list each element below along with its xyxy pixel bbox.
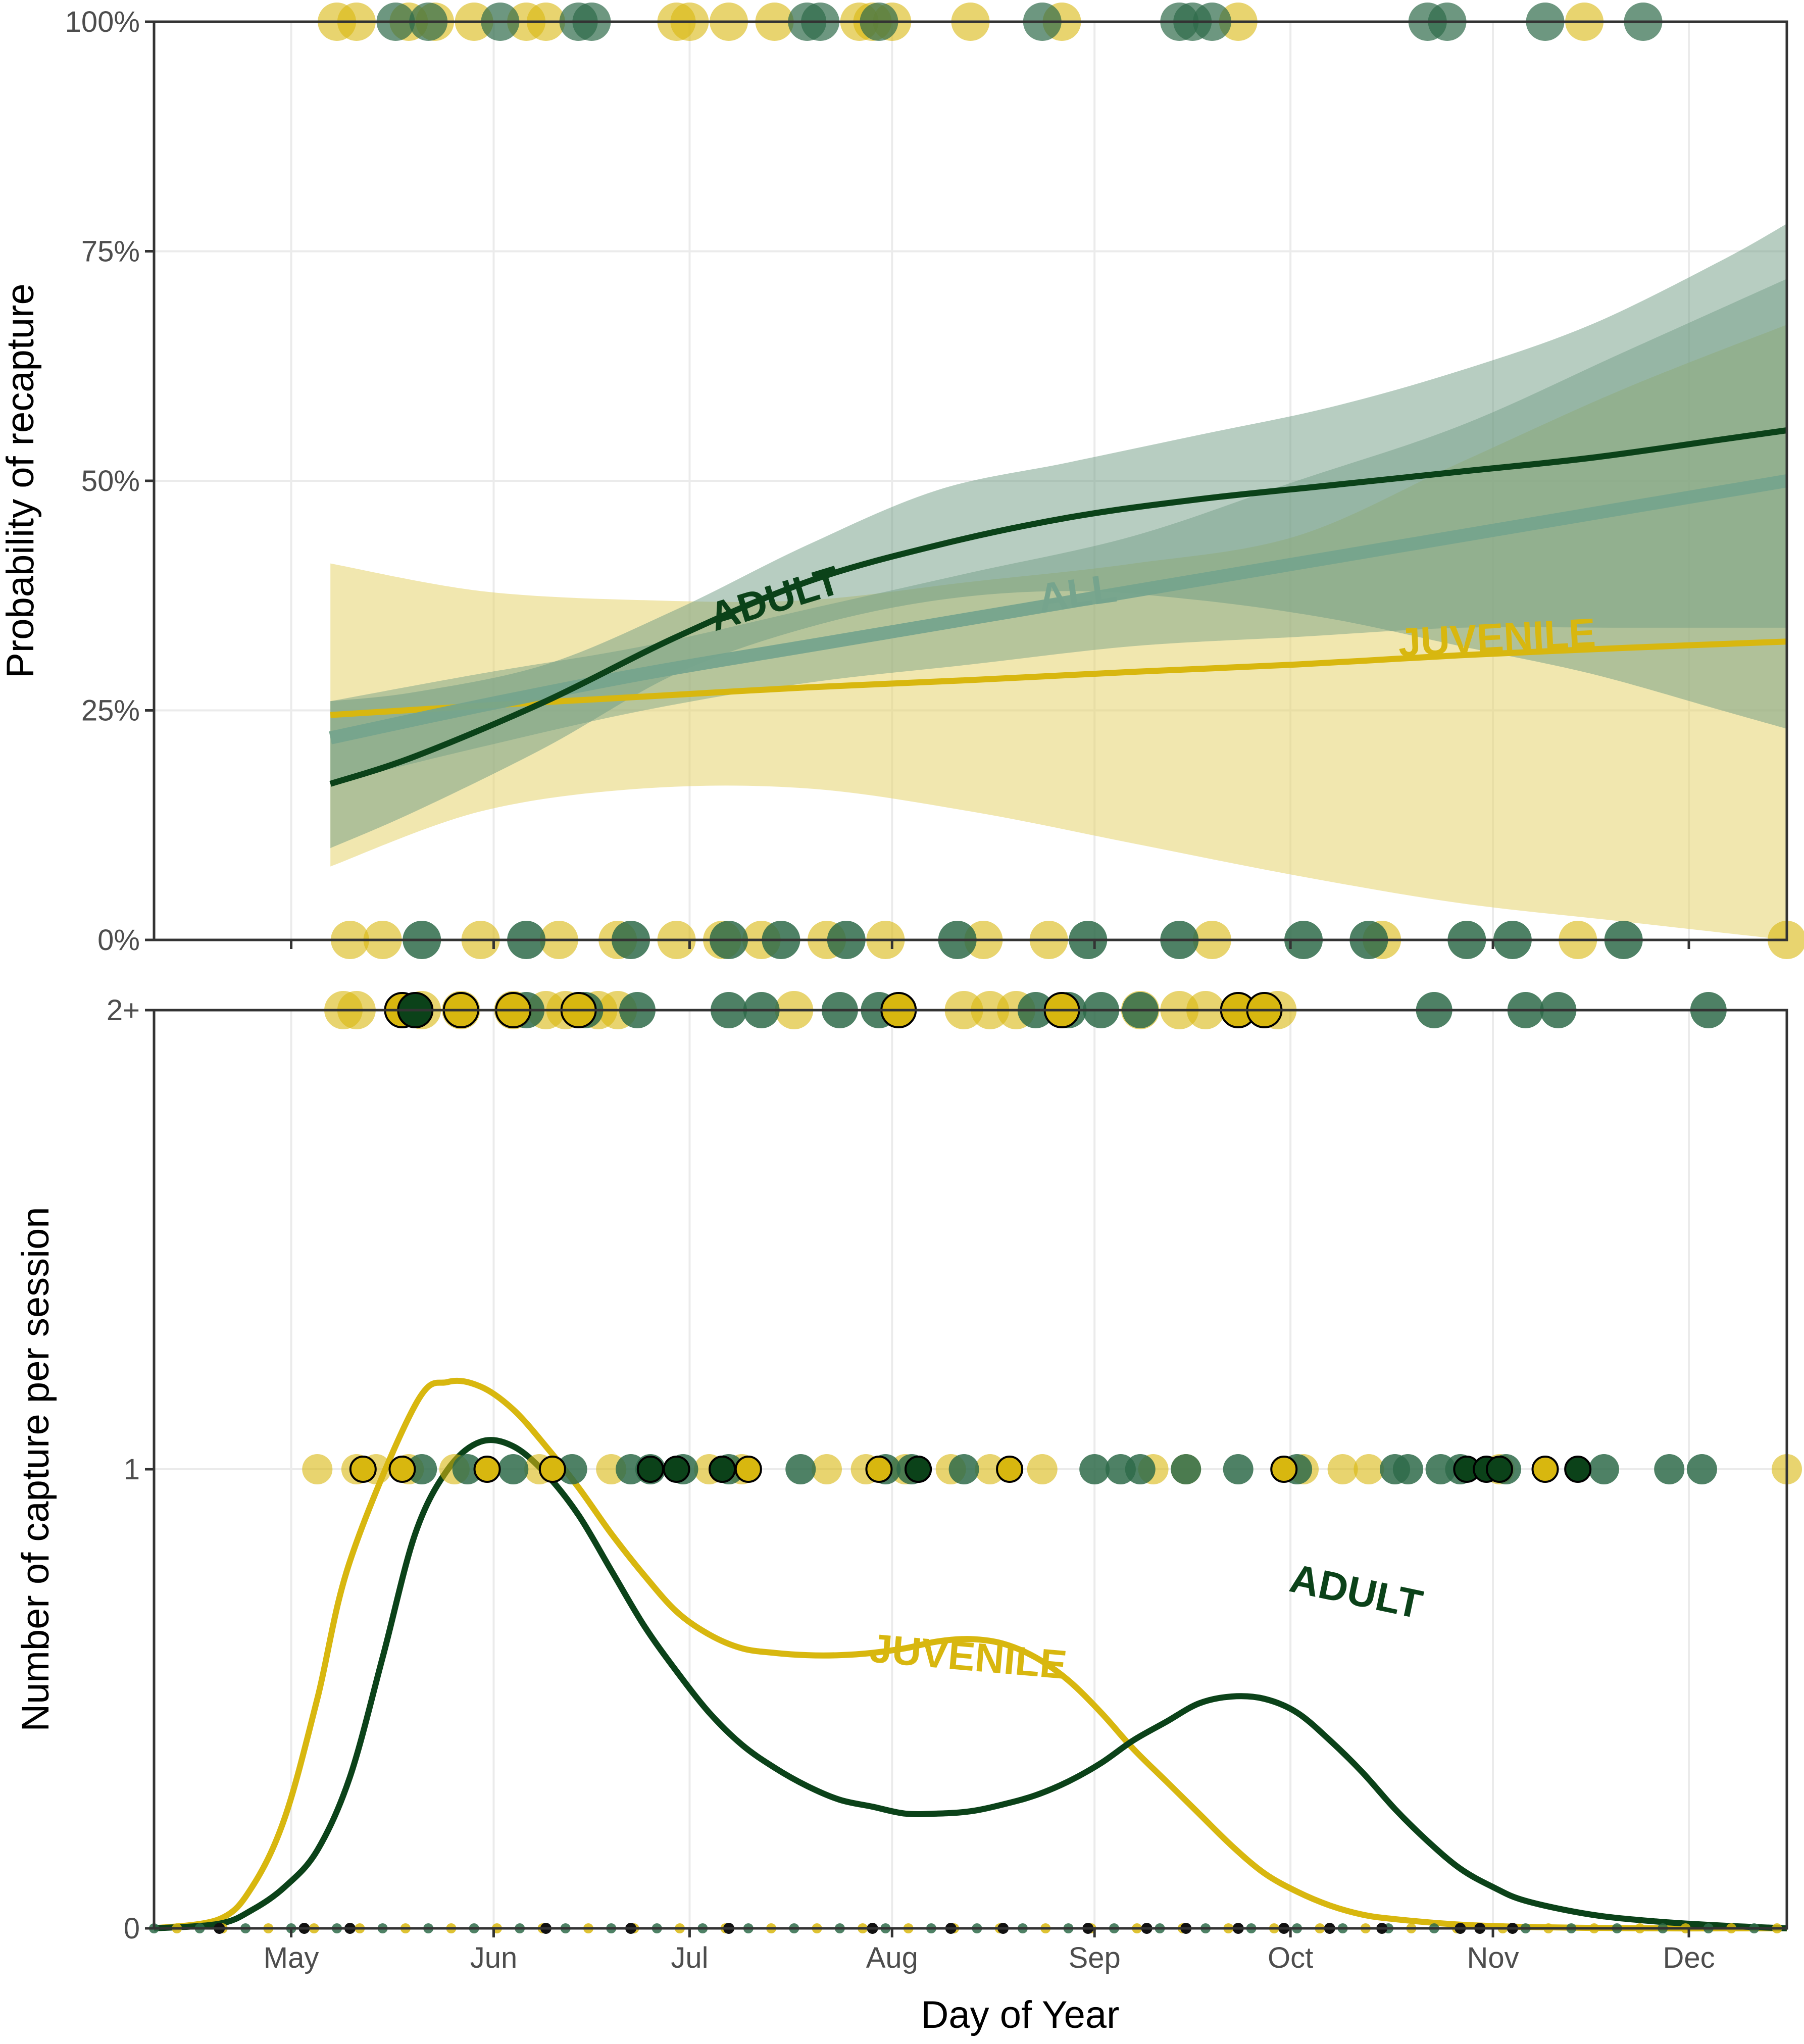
panel-captures-per-session: 0 1 2+ May Jun Jul Aug Sep Oct Nov Dec Number of c… — [14, 991, 1802, 2036]
bottom-x-tick-label-5: Oct — [1268, 1941, 1313, 1974]
bottom-point-juvenile-1-outlined-1 — [388, 1456, 416, 1483]
bottom-point-adult-1-12 — [1079, 1454, 1110, 1484]
bottom-point-juvenile-1-outlined-10 — [1531, 1456, 1559, 1483]
bottom-line-adult — [154, 1437, 1787, 1931]
bottom-point-juvenile-1-outlined-8 — [996, 1456, 1024, 1483]
bottom-point-adult-1-outlined-1 — [663, 1456, 690, 1483]
bottom-point-juvenile-1-outlined-0 — [349, 1456, 377, 1483]
bottom-point-juvenile-1-18 — [1327, 1454, 1358, 1484]
bottom-point-adult-1-outlined-3 — [905, 1456, 932, 1483]
bottom-x-tick-label-4: Sep — [1069, 1941, 1121, 1974]
bottom-point-juvenile-1-outlined-3 — [538, 1456, 566, 1483]
bottom-point-adult-1-16 — [1223, 1454, 1254, 1484]
bottom-point-adult-1-24 — [1654, 1454, 1685, 1484]
bottom-point-adult-1-3 — [557, 1454, 587, 1484]
top-line-adult — [329, 427, 1787, 787]
bottom-x-tick-label-3: Aug — [866, 1941, 918, 1974]
bottom-point-juvenile-1-outlined-9 — [1270, 1456, 1298, 1483]
top-label-all: ALL — [1035, 565, 1119, 621]
bottom-x-tick-label-2: Jul — [671, 1941, 708, 1974]
bottom-point-juvenile-1-19 — [1354, 1454, 1384, 1484]
top-y-tick-label-1: 25% — [81, 694, 140, 727]
bottom-point-adult-1-1 — [452, 1454, 483, 1484]
panel-bottom-ticks: 0 1 2+ May Jun Jul Aug Sep Oct Nov Dec — [107, 994, 1715, 1974]
top-line-juvenile — [330, 638, 1787, 718]
top-band-juvenile — [330, 324, 1787, 940]
top-y-tick-label-2: 50% — [81, 465, 140, 497]
bottom-x-tick-label-7: Dec — [1663, 1941, 1715, 1974]
top-band-adult — [330, 224, 1787, 849]
bottom-point-juvenile-1-9 — [811, 1454, 842, 1484]
bottom-y-tick-label-0: 0 — [124, 1912, 140, 1945]
panel-recapture-probability: 0% 25% 50% 75% 100% Probability of recapture… — [0, 3, 1804, 959]
bottom-y-tick-label-2: 2+ — [107, 994, 140, 1027]
bottom-y-axis-title: Number of capture per session — [14, 1207, 57, 1731]
bottom-point-adult-1-14 — [1125, 1454, 1156, 1484]
bottom-point-juvenile-1-outlined-2 — [473, 1456, 501, 1483]
bottom-point-juvenile-1-outlined-5 — [734, 1456, 762, 1483]
bottom-x-tick-label-0: May — [264, 1941, 319, 1974]
bottom-y-tick-label-1: 1 — [124, 1453, 140, 1486]
bottom-x-tick-label-1: Jun — [470, 1941, 518, 1974]
panel-top-ticks: 0% 25% 50% 75% 100% — [65, 6, 1690, 957]
x-axis-title: Day of Year — [921, 1993, 1120, 2036]
bottom-point-adult-1-15 — [1171, 1454, 1201, 1484]
bottom-point-adult-1-outlined-7 — [1564, 1456, 1592, 1483]
top-y-tick-label-4: 100% — [65, 6, 140, 38]
bottom-point-adult-1-outlined-2 — [709, 1456, 736, 1483]
bottom-point-adult-1-23 — [1588, 1454, 1619, 1484]
bottom-point-adult-1-2 — [498, 1454, 529, 1484]
bottom-point-juvenile-1-13 — [975, 1454, 1006, 1484]
panel-top-fitted-lines — [329, 427, 1788, 787]
bottom-point-juvenile-1-14 — [1027, 1454, 1058, 1484]
bottom-point-adult-1-19 — [1392, 1454, 1423, 1484]
panel-top-confidence-bands — [330, 224, 1787, 940]
top-y-tick-label-3: 75% — [81, 235, 140, 268]
top-label-juvenile: JUVENILE — [1397, 610, 1596, 665]
bottom-x-tick-label-6: Nov — [1467, 1941, 1519, 1974]
bottom-point-juvenile-1-outlined-6 — [865, 1456, 893, 1483]
bottom-point-juvenile-1-0 — [302, 1454, 333, 1484]
bottom-point-adult-1-outlined-0 — [636, 1456, 664, 1483]
bottom-point-adult-1-11 — [948, 1454, 979, 1484]
bottom-point-adult-1-0 — [407, 1454, 437, 1484]
bottom-point-adult-1-25 — [1686, 1454, 1717, 1484]
top-y-axis-title: Probability of recapture — [0, 283, 42, 678]
bottom-point-adult-1-8 — [785, 1454, 816, 1484]
top-y-tick-label-0: 0% — [97, 924, 140, 957]
bottom-point-adult-1-outlined-6 — [1485, 1456, 1513, 1483]
top-band-all — [330, 279, 1787, 784]
